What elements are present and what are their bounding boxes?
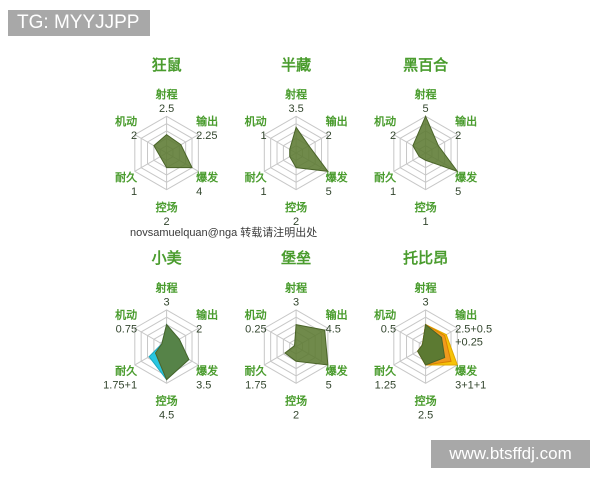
svg-text:1.25: 1.25 [375,380,396,392]
svg-text:控场: 控场 [415,200,437,214]
svg-text:爆发: 爆发 [455,170,478,184]
svg-text:3.5: 3.5 [288,103,303,115]
svg-text:4: 4 [196,186,202,198]
svg-text:5: 5 [326,186,332,198]
svg-text:2.5: 2.5 [159,103,174,115]
svg-text:0.5: 0.5 [381,324,396,336]
svg-text:2: 2 [293,410,299,422]
svg-text:爆发: 爆发 [196,170,219,184]
svg-text:输出: 输出 [455,114,477,128]
svg-text:耐久: 耐久 [245,170,268,184]
svg-text:控场: 控场 [285,394,307,408]
svg-text:爆发: 爆发 [455,364,478,378]
svg-text:机动: 机动 [374,308,396,322]
svg-text:2: 2 [455,130,461,142]
svg-text:3: 3 [423,297,429,309]
svg-text:1: 1 [423,216,429,228]
svg-text:2: 2 [293,216,299,228]
svg-text:耐久: 耐久 [115,170,138,184]
svg-text:1: 1 [260,130,266,142]
svg-text:1.75+1: 1.75+1 [103,380,137,392]
svg-text:输出: 输出 [326,114,348,128]
svg-text:耐久: 耐久 [374,170,397,184]
svg-text:1: 1 [390,186,396,198]
svg-text:2: 2 [390,130,396,142]
svg-text:2.5: 2.5 [418,410,433,422]
svg-text:机动: 机动 [374,114,396,128]
svg-text:3+1+1: 3+1+1 [455,380,486,392]
svg-text:控场: 控场 [415,394,437,408]
svg-text:4.5: 4.5 [326,324,341,336]
svg-text:耐久: 耐久 [115,364,138,378]
svg-text:射程: 射程 [414,87,437,101]
svg-text:2: 2 [326,130,332,142]
svg-text:1.75: 1.75 [245,380,266,392]
svg-text:4.5: 4.5 [159,410,174,422]
svg-text:输出: 输出 [196,114,218,128]
svg-text:+0.25: +0.25 [455,337,483,349]
svg-text:射程: 射程 [155,87,178,101]
svg-text:2: 2 [131,130,137,142]
svg-text:爆发: 爆发 [196,364,219,378]
svg-text:2.25: 2.25 [196,130,217,142]
svg-text:射程: 射程 [414,281,437,295]
svg-text:耐久: 耐久 [374,364,397,378]
svg-text:2: 2 [196,324,202,336]
svg-text:5: 5 [455,186,461,198]
svg-text:爆发: 爆发 [326,170,349,184]
svg-text:控场: 控场 [156,394,178,408]
svg-text:1: 1 [260,186,266,198]
svg-text:输出: 输出 [196,308,218,322]
svg-text:3: 3 [164,297,170,309]
svg-text:控场: 控场 [156,200,178,214]
svg-text:爆发: 爆发 [326,364,349,378]
svg-text:0.75: 0.75 [116,324,137,336]
svg-text:机动: 机动 [245,114,267,128]
svg-text:1: 1 [131,186,137,198]
svg-text:射程: 射程 [155,281,178,295]
svg-text:射程: 射程 [284,281,307,295]
svg-text:输出: 输出 [326,308,348,322]
svg-text:机动: 机动 [115,308,137,322]
svg-text:5: 5 [326,380,332,392]
svg-text:3: 3 [293,297,299,309]
svg-text:机动: 机动 [245,308,267,322]
svg-text:3.5: 3.5 [196,380,211,392]
svg-text:0.25: 0.25 [245,324,266,336]
svg-text:5: 5 [423,103,429,115]
svg-text:2.5+0.5: 2.5+0.5 [455,324,492,336]
svg-text:2: 2 [164,216,170,228]
svg-text:控场: 控场 [285,200,307,214]
svg-text:射程: 射程 [284,87,307,101]
svg-text:输出: 输出 [455,308,477,322]
svg-text:耐久: 耐久 [245,364,268,378]
svg-text:机动: 机动 [115,114,137,128]
